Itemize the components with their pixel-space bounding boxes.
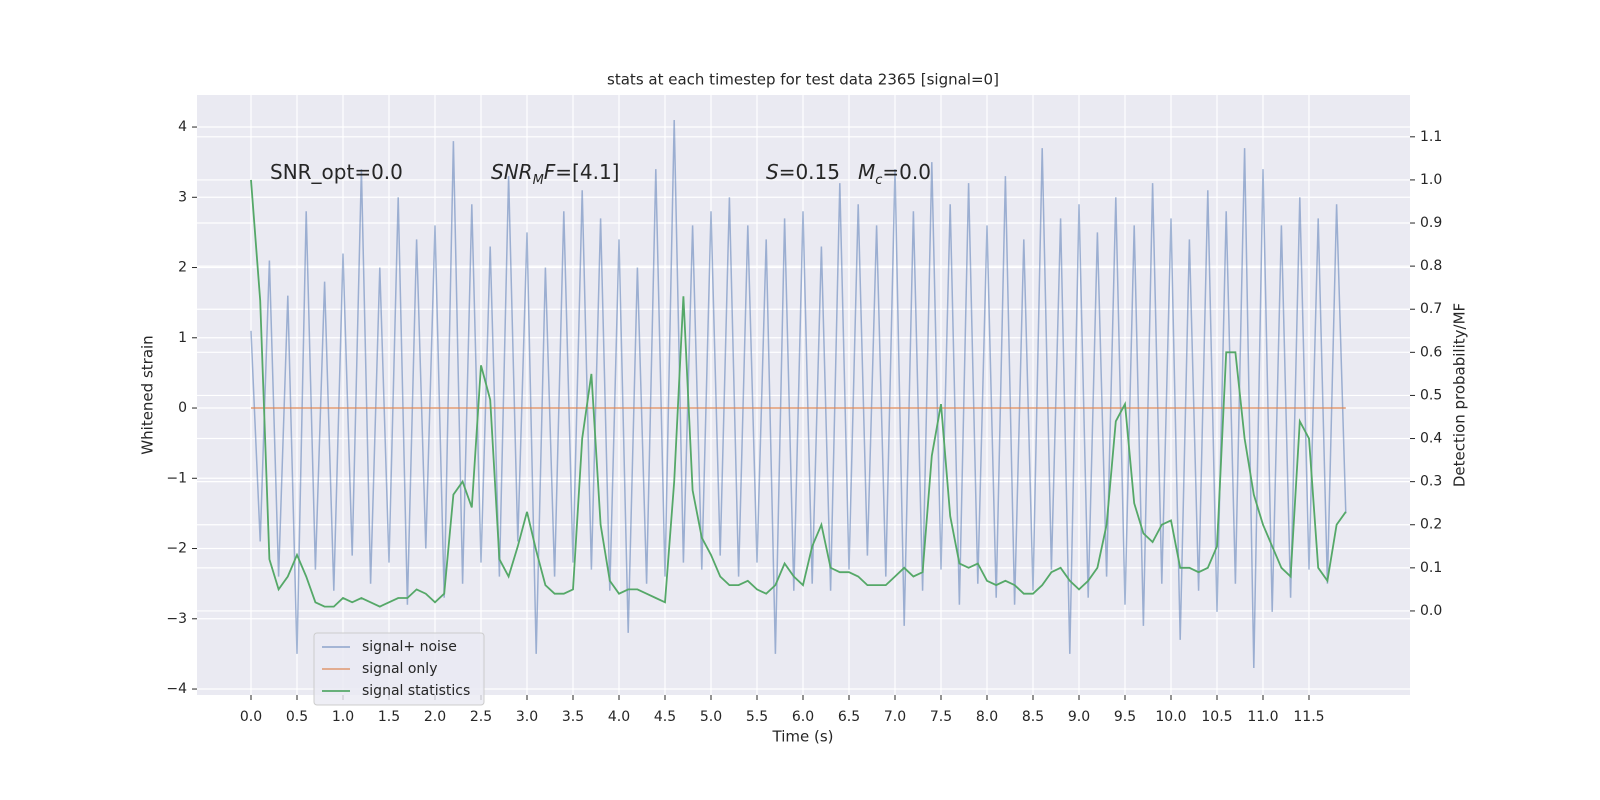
x-tick-label: 10.5 xyxy=(1201,709,1232,725)
chart-title: stats at each timestep for test data 236… xyxy=(607,71,999,89)
annotation: SNRMF=[4.1] xyxy=(491,160,619,189)
annotation-part: =0.0 xyxy=(882,160,931,184)
x-tick-label: 7.0 xyxy=(884,709,906,725)
annotation-part: F xyxy=(544,160,556,184)
y2-tick-label: 0.3 xyxy=(1420,474,1442,490)
y-tick-label: 4 xyxy=(178,119,187,135)
y2-tick-label: 1.1 xyxy=(1420,129,1442,145)
x-tick-label: 3.5 xyxy=(562,709,584,725)
y-tick-label: −4 xyxy=(166,681,187,697)
y-tick-label: −3 xyxy=(166,611,187,627)
x-tick-label: 5.5 xyxy=(746,709,768,725)
x-tick-label: 11.5 xyxy=(1293,709,1324,725)
x-tick-label: 3.0 xyxy=(516,709,538,725)
x-tick-label: 7.5 xyxy=(930,709,952,725)
axes: 0.0 0.5 1.0 1.5 2.0 2.5 3.0 3.5 4.0 4.5 5.0 5.5 6.0 6… xyxy=(166,119,1442,725)
x-tick-label: 6.0 xyxy=(792,709,814,725)
annotation-part: SNR_opt=0.0 xyxy=(270,160,403,184)
annotation-part: S xyxy=(766,160,779,184)
x-tick-label: 8.0 xyxy=(976,709,998,725)
y-tick-label: −1 xyxy=(166,470,187,486)
y2-tick-label: 0.2 xyxy=(1420,517,1442,533)
legend-label: signal statistics xyxy=(362,683,470,699)
y2-tick-label: 0.6 xyxy=(1420,344,1442,360)
annotation: SNR_opt=0.0 xyxy=(270,160,403,184)
x-axis-label: Time (s) xyxy=(772,728,834,746)
legend-label: signal+ noise xyxy=(362,639,457,655)
y2-tick-label: 0.8 xyxy=(1420,258,1442,274)
y-tick-label: 1 xyxy=(178,330,187,346)
y2-tick-label: 0.7 xyxy=(1420,301,1442,317)
y2-tick-label: 0.5 xyxy=(1420,387,1442,403)
y2-tick-label: 0.0 xyxy=(1420,603,1442,619)
x-tick-label: 9.5 xyxy=(1114,709,1136,725)
x-tick-label: 2.5 xyxy=(470,709,492,725)
series-line xyxy=(250,119,1347,669)
x-tick-label: 11.0 xyxy=(1247,709,1278,725)
y-tick-label: 0 xyxy=(178,400,187,416)
y-tick-label: −2 xyxy=(166,541,187,557)
annotation-part: SNR xyxy=(491,160,533,184)
annotation: S=0.15 Mc=0.0 xyxy=(766,160,931,189)
series-line xyxy=(250,179,1347,608)
y-axis-label: Whitened strain xyxy=(139,335,157,454)
marks xyxy=(250,119,1347,669)
x-tick-label: 2.0 xyxy=(424,709,446,725)
x-tick-label: 10.0 xyxy=(1155,709,1186,725)
y2-tick-label: 1.0 xyxy=(1420,172,1442,188)
y2-tick-label: 0.4 xyxy=(1420,431,1442,447)
x-tick-label: 5.0 xyxy=(700,709,722,725)
annotation-part: M xyxy=(533,173,544,188)
legend-box xyxy=(313,632,485,706)
annotation-part: =[4.1] xyxy=(555,160,619,184)
x-tick-label: 9.0 xyxy=(1068,709,1090,725)
annotation-part: M xyxy=(858,160,875,184)
y-tick-label: 2 xyxy=(178,260,187,276)
x-tick-label: 1.5 xyxy=(378,709,400,725)
x-tick-label: 0.0 xyxy=(240,709,262,725)
y2-axis-label: Detection probability/MF xyxy=(1451,303,1469,487)
y2-tick-label: 0.1 xyxy=(1420,560,1442,576)
x-tick-label: 4.5 xyxy=(654,709,676,725)
x-tick-label: 1.0 xyxy=(332,709,354,725)
x-tick-label: 4.0 xyxy=(608,709,630,725)
legend: signal+ noise signal only signal statistic… xyxy=(313,632,485,706)
x-tick-label: 6.5 xyxy=(838,709,860,725)
legend-label: signal only xyxy=(362,661,437,677)
x-tick-label: 8.5 xyxy=(1022,709,1044,725)
x-tick-label: 0.5 xyxy=(286,709,308,725)
annotation-part: c xyxy=(875,173,882,188)
annotation-part: =0.15 xyxy=(779,160,840,184)
y2-tick-label: 0.9 xyxy=(1420,215,1442,231)
y-tick-label: 3 xyxy=(178,189,187,205)
